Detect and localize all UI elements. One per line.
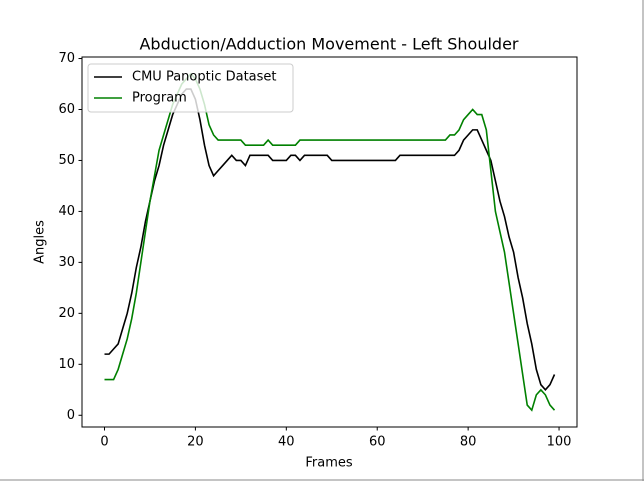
y-tick-label: 10 (58, 357, 75, 372)
x-axis-label: Frames (305, 456, 353, 471)
x-tick-label: 80 (460, 435, 477, 450)
x-tick-label: 60 (369, 435, 386, 450)
y-tick-label: 30 (58, 255, 75, 270)
x-tick-label: 100 (547, 435, 572, 450)
x-tick-label: 0 (100, 435, 108, 450)
plot-frame (81, 56, 578, 428)
y-tick-label: 50 (58, 153, 75, 168)
chart-title: Abduction/Adduction Movement - Left Shou… (139, 35, 518, 54)
y-tick-label: 0 (67, 408, 75, 423)
y-tick-label: 60 (58, 102, 75, 117)
y-tick-label: 20 (58, 306, 75, 321)
legend-label: Program (132, 91, 187, 106)
x-tick-label: 40 (278, 435, 295, 450)
x-tick-label: 20 (187, 435, 204, 450)
legend-box (87, 63, 294, 113)
y-axis-label: Angles (33, 220, 48, 264)
y-tick-label: 70 (58, 51, 75, 66)
legend-label: CMU Panoptic Dataset (132, 70, 277, 85)
y-tick-label: 40 (58, 204, 75, 219)
